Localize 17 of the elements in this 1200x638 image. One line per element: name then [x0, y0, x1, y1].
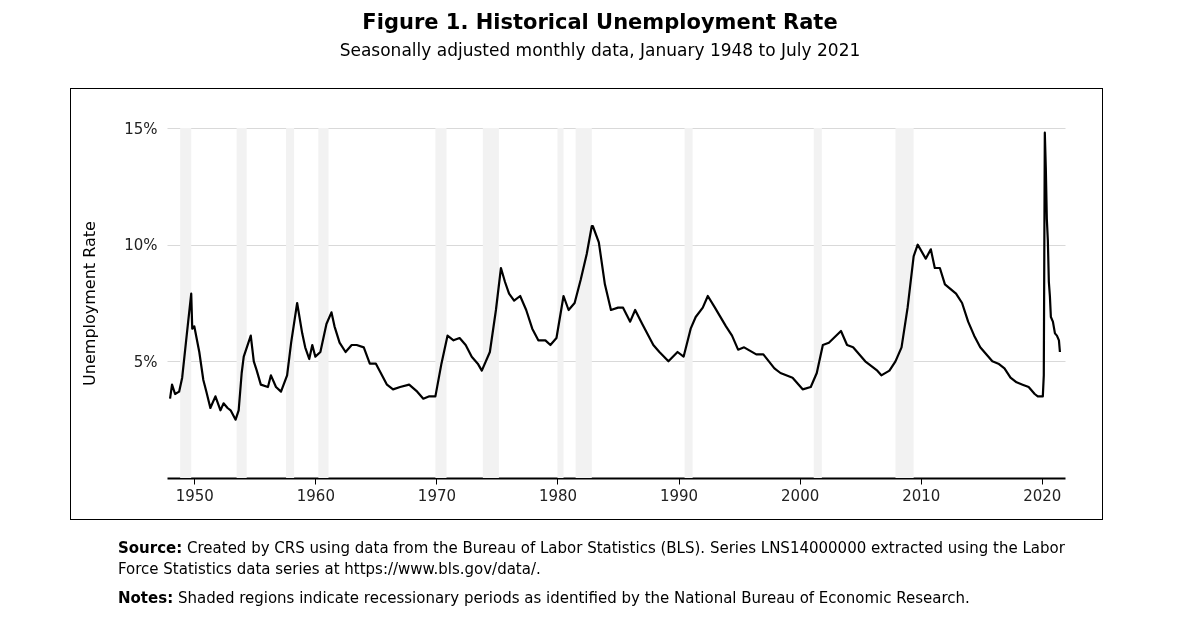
line-series: [168, 131, 1062, 421]
y-tick-label: 10%: [124, 236, 158, 255]
x-tick-label: 1990: [659, 486, 699, 505]
y-tick-label: 15%: [124, 119, 158, 138]
x-tick-label: 2000: [781, 486, 820, 505]
y-axis-title: Unemployment Rate: [80, 221, 100, 386]
x-tick-label: 2010: [902, 486, 941, 505]
x-tick-label: 1970: [417, 486, 457, 505]
x-tick-label: 1960: [296, 486, 335, 505]
x-tick-label: 2020: [1023, 486, 1062, 505]
x-tick-label: 1950: [175, 486, 214, 505]
x-tick-label: 1980: [538, 486, 578, 505]
text: Notes: Shaded regions indicate recessionary periods as identified by the National Bureau of Economic Research.: [118, 588, 971, 609]
y-tick-label: 5%: [133, 352, 158, 371]
chart-subtitle: Seasonally adjusted monthly data, January 1948 to July 2021: [338, 40, 862, 60]
source-note: Source: Created by CRS using data from the Bureau of Labor Statistics (BLS). Series LNS14000000 extracted using the Labor Force Statistics data series at https://www.bls.gov/data/.: [118, 538, 1066, 580]
chart-title: Figure 1. Historical Unemployment Rate: [361, 10, 839, 34]
